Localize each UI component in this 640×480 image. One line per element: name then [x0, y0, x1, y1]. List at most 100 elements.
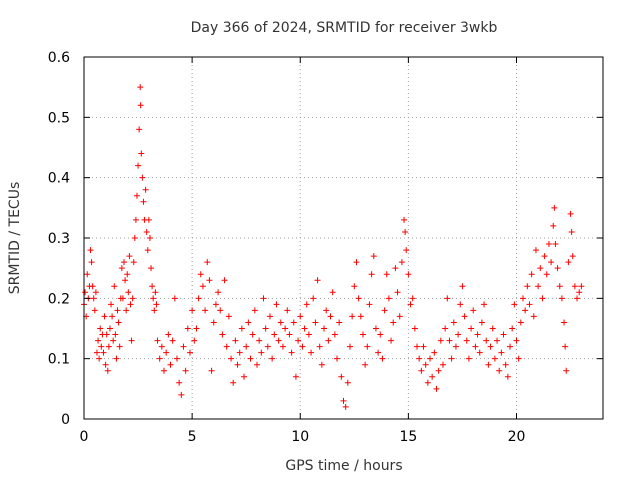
data-point	[329, 289, 336, 296]
data-point	[132, 216, 139, 223]
data-point	[336, 319, 343, 326]
data-point	[383, 271, 390, 278]
data-point	[103, 331, 110, 338]
data-point	[101, 313, 108, 320]
data-point	[353, 259, 360, 266]
data-point	[342, 403, 349, 410]
data-point	[502, 361, 509, 368]
data-point	[108, 301, 115, 308]
y-tick-label: 0.1	[48, 352, 70, 368]
data-point	[344, 379, 351, 386]
data-point	[219, 331, 226, 338]
data-point	[409, 295, 416, 302]
data-point	[392, 265, 399, 272]
data-point	[437, 337, 444, 344]
chart-title: Day 366 of 2024, SRMTID for receiver 3wk…	[191, 20, 498, 36]
data-point	[241, 373, 248, 380]
data-point	[139, 174, 146, 181]
data-point	[548, 259, 555, 266]
data-point	[105, 343, 112, 350]
data-point	[552, 241, 559, 248]
data-point	[401, 216, 408, 223]
data-point	[446, 337, 453, 344]
data-point	[143, 228, 150, 235]
data-point	[204, 259, 211, 266]
data-point	[197, 271, 204, 278]
grid-lines	[84, 57, 603, 419]
data-point	[537, 265, 544, 272]
data-point	[165, 331, 172, 338]
data-point	[402, 228, 409, 235]
data-point	[104, 367, 111, 374]
data-point	[277, 319, 284, 326]
data-point	[195, 295, 202, 302]
data-point	[173, 355, 180, 362]
data-point	[284, 307, 291, 314]
data-point	[217, 307, 224, 314]
data-point	[130, 259, 137, 266]
data-point	[199, 283, 206, 290]
data-point	[507, 343, 514, 350]
data-point	[193, 325, 200, 332]
data-point	[87, 247, 94, 254]
data-point	[478, 319, 485, 326]
data-point	[171, 295, 178, 302]
data-point	[407, 301, 414, 308]
data-point	[288, 349, 295, 356]
data-point	[167, 361, 174, 368]
data-point	[102, 361, 109, 368]
data-point	[206, 277, 213, 284]
data-point	[388, 337, 395, 344]
data-point	[129, 295, 136, 302]
data-point	[316, 343, 323, 350]
data-point	[509, 325, 516, 332]
data-point	[121, 259, 128, 266]
data-point	[416, 355, 423, 362]
data-point	[154, 337, 161, 344]
data-point	[459, 283, 466, 290]
data-point	[123, 307, 130, 314]
data-point	[351, 283, 358, 290]
data-point	[362, 361, 369, 368]
data-point	[249, 331, 256, 338]
data-point	[258, 349, 265, 356]
data-point	[84, 271, 91, 278]
data-point	[295, 337, 302, 344]
data-point	[321, 325, 328, 332]
plot-frame	[83, 56, 604, 420]
data-point	[212, 301, 219, 308]
data-point	[191, 337, 198, 344]
data-point	[135, 162, 142, 169]
data-point	[524, 283, 531, 290]
data-point	[398, 259, 405, 266]
data-point	[208, 367, 215, 374]
data-point	[312, 319, 319, 326]
data-point	[522, 307, 529, 314]
data-point	[346, 343, 353, 350]
data-point	[355, 295, 362, 302]
data-point	[487, 343, 494, 350]
x-tick-label: 20	[508, 429, 526, 445]
y-tick-label: 0.4	[48, 171, 70, 187]
data-point	[308, 349, 315, 356]
data-point	[127, 301, 134, 308]
data-point	[118, 265, 125, 272]
data-point	[498, 349, 505, 356]
data-point	[230, 379, 237, 386]
data-point	[543, 271, 550, 278]
data-point	[128, 337, 135, 344]
data-point	[133, 192, 140, 199]
data-point	[106, 325, 113, 332]
data-point	[93, 349, 100, 356]
y-axis-label: SRMTID / TECUs	[7, 182, 23, 295]
data-point	[142, 186, 149, 193]
x-axis-label: GPS time / hours	[285, 458, 402, 474]
data-point	[223, 343, 230, 350]
data-point	[422, 361, 429, 368]
data-point	[232, 337, 239, 344]
data-point	[260, 295, 267, 302]
data-point	[136, 126, 143, 133]
data-point	[243, 343, 250, 350]
data-point	[539, 295, 546, 302]
